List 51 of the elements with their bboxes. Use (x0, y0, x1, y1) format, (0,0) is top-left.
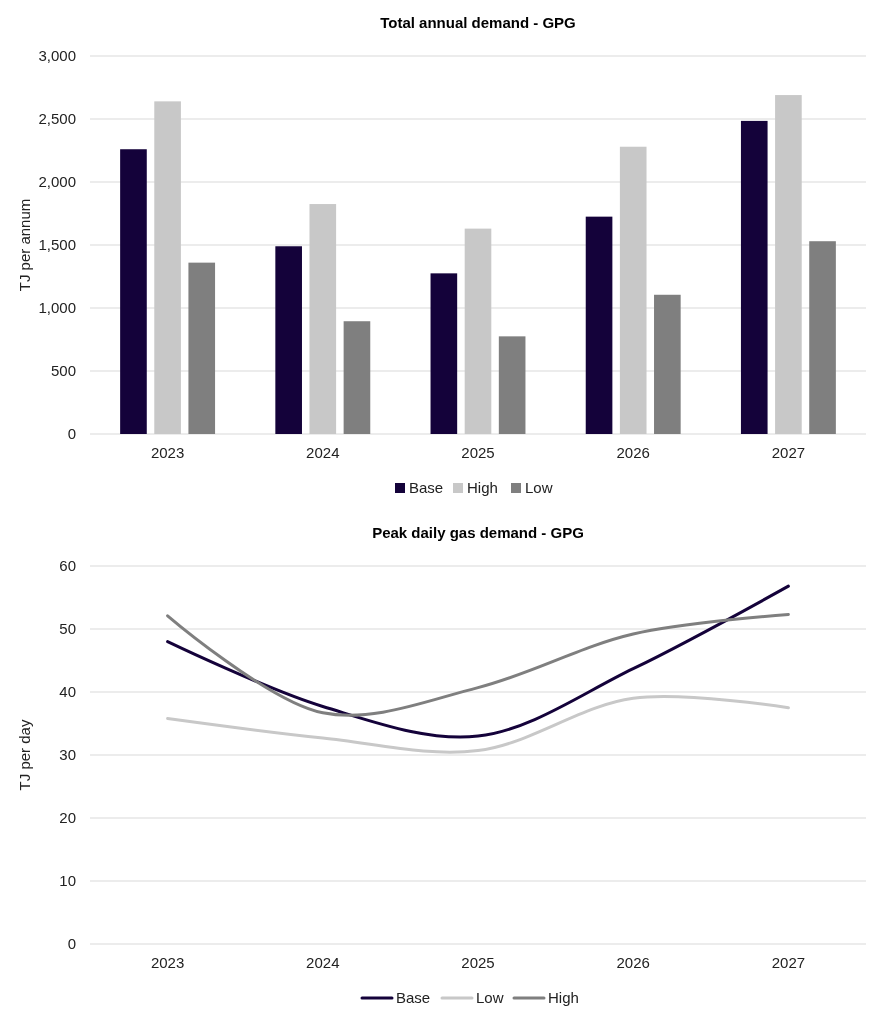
y-tick-label: 50 (59, 620, 76, 638)
x-tick-label: 2027 (771, 444, 806, 461)
x-tick-label: 2025 (461, 444, 495, 461)
y-tick-label: 500 (50, 362, 76, 380)
y-tick-label: 20 (59, 809, 76, 827)
bar (498, 336, 526, 434)
bar (430, 273, 458, 434)
legend-label: Low (525, 479, 553, 497)
x-tick-label: 2026 (616, 954, 650, 971)
y-tick-label: 1,000 (38, 299, 76, 317)
y-tick-label: 10 (59, 872, 76, 890)
bar (775, 95, 802, 434)
legend-label: Low (476, 989, 504, 1007)
bar (619, 146, 647, 434)
x-tick-label: 2025 (461, 954, 495, 971)
bar (585, 216, 613, 434)
chart-title: Total annual demand - GPG (380, 14, 576, 31)
y-tick-label: 30 (59, 746, 76, 764)
y-tick-label: 2,500 (38, 110, 76, 128)
bar (120, 149, 147, 434)
y-tick-label: 3,000 (38, 47, 76, 65)
y-tick-label: 0 (67, 935, 76, 953)
bar (809, 241, 836, 434)
legend-label: Base (396, 989, 431, 1007)
bar (740, 120, 768, 434)
y-tick-label: 40 (59, 683, 76, 701)
x-tick-label: 2023 (150, 444, 185, 461)
bar (275, 246, 302, 434)
bar (154, 101, 181, 434)
bar (464, 228, 492, 434)
bar (309, 204, 337, 434)
y-tick-label: 2,000 (38, 173, 76, 191)
x-tick-label: 2027 (771, 954, 806, 971)
x-tick-label: 2023 (150, 954, 185, 971)
y-tick-label: 60 (59, 557, 76, 575)
y-axis-title: TJ per annum (16, 198, 33, 292)
bar (188, 262, 216, 434)
y-tick-label: 1,500 (38, 236, 76, 254)
bar (343, 321, 371, 434)
y-tick-label: 0 (67, 425, 76, 443)
x-tick-label: 2024 (306, 444, 340, 461)
legend-label: High (467, 479, 498, 497)
x-tick-label: 2024 (306, 954, 340, 971)
legend-label: Base (409, 479, 444, 497)
x-tick-label: 2026 (616, 444, 650, 461)
legend-label: High (548, 989, 579, 1007)
bar (654, 294, 681, 434)
line-series (166, 695, 790, 754)
line-series (166, 584, 790, 739)
chart-title: Peak daily gas demand - GPG (372, 524, 584, 541)
y-axis-title: TJ per day (16, 719, 33, 791)
